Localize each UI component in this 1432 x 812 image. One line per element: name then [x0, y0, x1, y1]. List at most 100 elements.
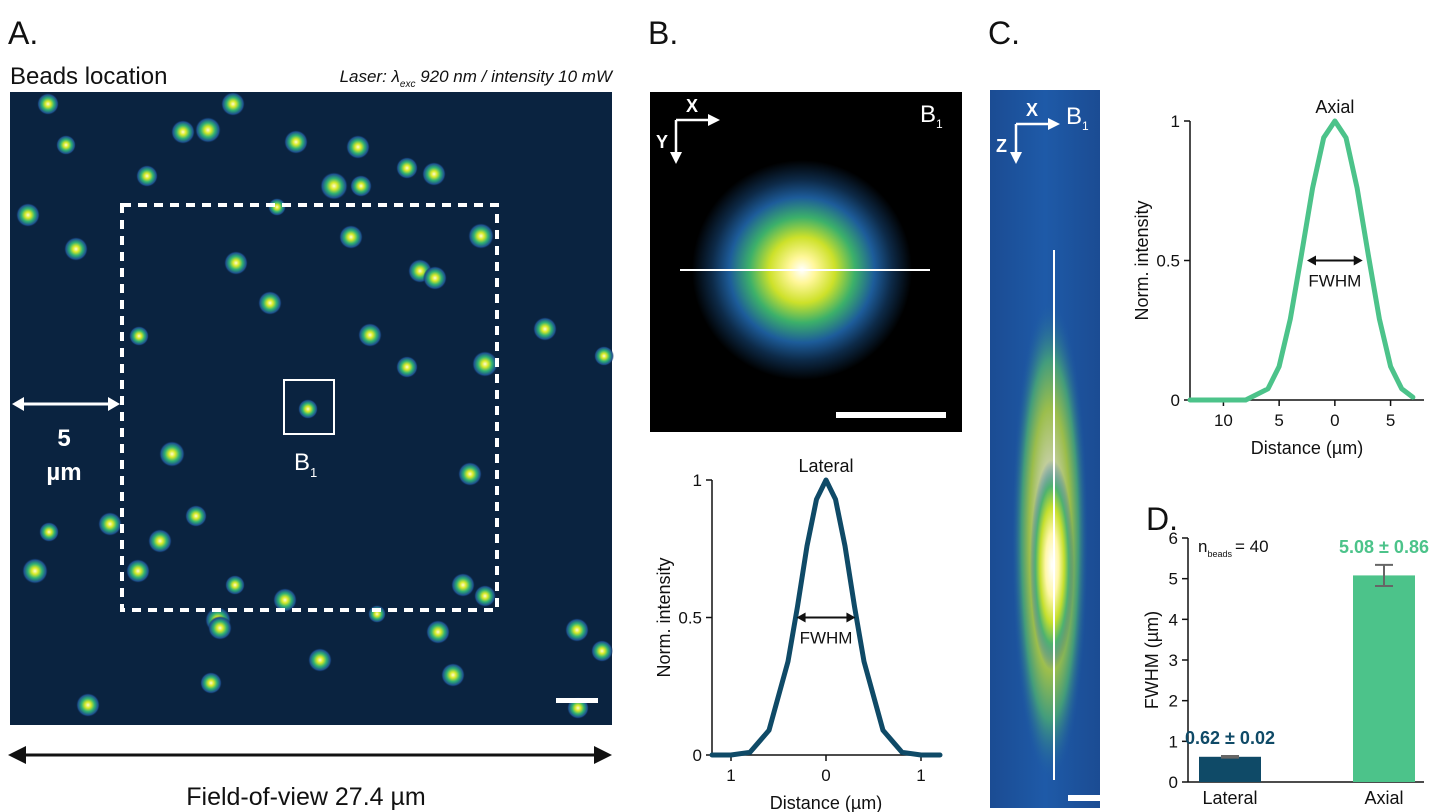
y-tick-label: 1	[693, 471, 702, 490]
bead-51	[225, 575, 245, 595]
axial-psf-core	[1030, 460, 1074, 670]
y-tick-label: 1	[1169, 732, 1178, 751]
roi-b1-box	[283, 379, 335, 435]
bead-32	[185, 505, 207, 527]
bead-45	[591, 640, 613, 662]
bead-10	[422, 162, 446, 186]
scale-bar-c	[1068, 795, 1106, 801]
bead-2	[221, 92, 245, 116]
bead-3	[171, 120, 195, 144]
xz-axes-icon	[1010, 118, 1060, 164]
fwhm-arrow-head-right	[1353, 255, 1363, 266]
bead-6	[346, 135, 370, 159]
x-axis-label: Distance (µm)	[1251, 438, 1363, 458]
fwhm-annotation: FWHM	[800, 629, 853, 648]
bead-5	[284, 130, 308, 154]
y-tick-label: 5	[1169, 570, 1178, 589]
bead-31	[98, 512, 122, 536]
y-tick-label: 0	[1171, 391, 1180, 410]
bead-48	[200, 672, 222, 694]
bead-49	[76, 693, 100, 717]
laser-info: Laser: λexc 920 nm / intensity 10 mW	[340, 67, 614, 90]
xy-axes-icon	[670, 114, 720, 164]
axial-profile-chart: 0 0.5 1 10 5 0 5 FWHM Axial Distance (µm) Norm. in…	[1132, 97, 1424, 458]
bead-label-b: B1	[920, 101, 943, 131]
bead-26	[472, 351, 498, 377]
bar-axial	[1353, 575, 1415, 782]
y-tick-label: 0	[1169, 773, 1178, 792]
bead-34	[39, 522, 59, 542]
beads-layer	[16, 92, 614, 719]
bead-14	[268, 198, 286, 216]
bead-29	[159, 441, 185, 467]
bead-22	[533, 317, 557, 341]
x-axis-label: Distance (µm)	[770, 793, 882, 812]
panel-a: A. Beads location Laser: λexc 920 nm / i…	[8, 15, 614, 811]
profile-curve	[1187, 118, 1416, 403]
panel-c-label: C.	[988, 15, 1020, 51]
x-tick-label: 1	[726, 766, 735, 785]
bead-28	[298, 399, 318, 419]
bead-46	[308, 648, 332, 672]
bead-37	[451, 573, 475, 597]
fwhm-bar-chart: 0 1 2 3 4 5 6 FWHM (µm) 0.62 ± 0.02 Lateral 5.08 ±…	[1142, 529, 1429, 808]
bead-35	[22, 558, 48, 584]
panel-b-label: B.	[648, 15, 678, 51]
bead-17	[64, 237, 88, 261]
value-label: 5.08 ± 0.86	[1339, 537, 1429, 557]
bead-30	[458, 462, 482, 486]
fwhm-arrow-head-left	[1307, 255, 1316, 266]
y-tick-label: 0.5	[1156, 252, 1180, 271]
bead-25	[396, 356, 418, 378]
bead-47	[441, 663, 465, 687]
category-label: Axial	[1364, 788, 1403, 808]
panel-b: B. X Y B1 0 0.5 1 1 0 1 FWHM Lateral Distance (µ…	[648, 15, 962, 812]
panel-a-label: A.	[8, 15, 38, 51]
axis-x-label-c: X	[1026, 100, 1038, 120]
panel-d: D. nbeads = 40 0 1 2 3 4 5 6 FWHM (µm) 0.62 ± 0.0…	[1142, 501, 1429, 808]
y-axis-label: FWHM (µm)	[1142, 611, 1162, 709]
bead-43	[426, 620, 450, 644]
x-tick-label: 1	[916, 766, 925, 785]
fwhm-annotation: FWHM	[1308, 272, 1361, 291]
scale-bar-b	[836, 412, 946, 418]
panel-a-title: Beads location	[10, 63, 167, 90]
bead-36	[126, 559, 150, 583]
bar-lateral	[1199, 756, 1261, 782]
bead-38	[273, 588, 297, 612]
y-tick-label: 3	[1169, 651, 1178, 670]
fov-label: Field-of-view 27.4 µm	[186, 783, 425, 811]
bead-9	[396, 157, 418, 179]
margin-arrow	[12, 397, 120, 411]
axis-z-label-c: Z	[996, 136, 1007, 156]
bead-13	[16, 203, 40, 227]
bead-4	[195, 117, 221, 143]
bead-18	[224, 251, 248, 275]
fov-arrow	[8, 746, 612, 764]
category-label: Lateral	[1202, 788, 1257, 808]
bead-15	[468, 223, 494, 249]
bead-1	[37, 93, 59, 115]
y-tick-label: 0.5	[678, 609, 702, 628]
bead-21	[258, 291, 282, 315]
bead-8	[136, 165, 158, 187]
bead-33	[148, 529, 172, 553]
bead-11	[320, 172, 348, 200]
chart-title: Lateral	[798, 456, 853, 476]
bead-42	[368, 605, 386, 623]
x-tick-label: 5	[1274, 411, 1283, 430]
bead-24	[129, 326, 149, 346]
margin-arrow-unit: µm	[46, 459, 81, 486]
x-tick-label: 5	[1386, 411, 1395, 430]
axis-y-label-b: Y	[656, 132, 668, 152]
bead-label-c: B1	[1066, 103, 1089, 133]
y-axis-label: Norm. intensity	[1132, 200, 1152, 320]
lateral-profile-chart: 0 0.5 1 1 0 1 FWHM Lateral Distance (µm) Norm. in…	[654, 456, 943, 812]
x-tick-label: 0	[821, 766, 830, 785]
y-tick-label: 4	[1169, 610, 1178, 629]
roi-b1-label: B1	[294, 449, 317, 480]
chart-title: Axial	[1315, 97, 1354, 117]
axis-x-label-b: X	[686, 96, 698, 116]
bead-7	[56, 135, 76, 155]
y-tick-label: 2	[1169, 692, 1178, 711]
